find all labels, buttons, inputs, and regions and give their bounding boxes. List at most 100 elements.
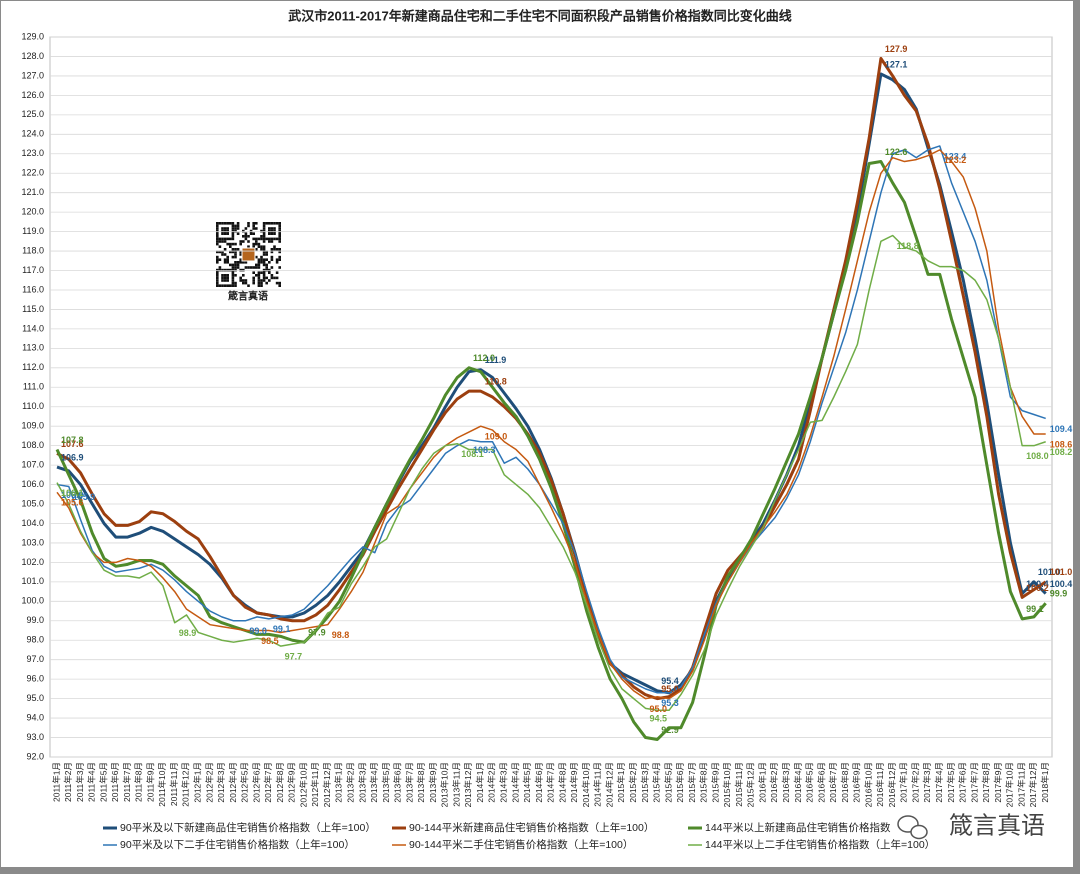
qr-cell	[231, 263, 235, 267]
legend-label: 144平米以上二手住宅销售价格指数（上年=100）	[705, 838, 935, 851]
y-tick-label: 104.0	[21, 518, 44, 528]
icon-bubble	[910, 824, 928, 840]
qr-cell	[273, 237, 276, 241]
y-tick-label: 106.0	[21, 479, 44, 489]
qr-cell	[226, 232, 229, 235]
x-tick-label: 2013年6月	[393, 762, 403, 803]
qr-cell	[218, 258, 222, 261]
x-tick-label: 2013年10月	[440, 762, 450, 807]
icon-bubble	[897, 815, 919, 833]
qr-cell	[229, 237, 232, 241]
qr-cell	[234, 227, 237, 230]
qr-cell	[247, 266, 250, 269]
qr-cell	[226, 222, 229, 225]
qr-cell	[257, 261, 261, 264]
data-label: 99.1	[1026, 604, 1044, 614]
x-tick-label: 2015年10月	[722, 762, 732, 807]
y-tick-label: 113.0	[22, 343, 44, 353]
x-tick-label: 2016年6月	[816, 762, 826, 803]
qr-cell	[216, 255, 219, 259]
qr-cell	[275, 237, 279, 241]
qr-cell	[255, 263, 258, 267]
qr-cell	[252, 245, 255, 248]
qr-cell	[249, 266, 253, 269]
x-tick-label: 2017年8月	[981, 762, 991, 803]
qr-cell	[229, 268, 232, 272]
qr-cell	[255, 240, 258, 243]
qr-cell	[278, 229, 281, 233]
x-tick-label: 2017年12月	[1028, 762, 1038, 807]
qr-cell	[257, 284, 261, 287]
qr-cell	[221, 274, 224, 277]
qr-cell	[270, 227, 274, 230]
qr-cell	[236, 232, 240, 235]
x-tick-label: 2016年10月	[863, 762, 873, 807]
qr-cell	[252, 281, 255, 285]
qr-cell	[236, 227, 240, 230]
qr-cell	[260, 255, 263, 259]
x-tick-label: 2011年6月	[110, 762, 120, 802]
y-tick-label: 124.0	[21, 129, 44, 139]
data-label: 108.6	[1050, 439, 1073, 449]
qr-cell	[218, 268, 222, 272]
qr-cell	[234, 248, 237, 251]
qr-cell	[278, 266, 281, 269]
y-tick-label: 97.0	[26, 654, 44, 664]
data-label: 101.0	[1050, 567, 1073, 577]
qr-cell	[226, 237, 229, 241]
y-tick-label: 123.0	[21, 148, 44, 158]
qr-cell	[234, 255, 237, 259]
qr-cell	[236, 222, 240, 225]
qr-cell	[234, 281, 237, 285]
qr-cell	[273, 276, 276, 280]
qr-cell	[278, 224, 281, 228]
qr-cell	[226, 284, 229, 287]
qr-cell	[226, 255, 229, 259]
qr-cell	[223, 222, 227, 225]
qr-cell	[260, 271, 263, 274]
y-tick-label: 109.0	[21, 421, 44, 431]
x-tick-label: 2017年1月	[899, 762, 909, 803]
qr-cell	[257, 271, 261, 274]
x-tick-label: 2014年9月	[569, 762, 579, 803]
qr-cell	[278, 232, 281, 235]
qr-cell	[218, 245, 222, 248]
data-label: 99.1	[273, 624, 291, 634]
qr-cell	[273, 248, 276, 251]
y-tick-label: 95.0	[26, 693, 44, 703]
qr-cell	[236, 248, 240, 251]
qr-cell	[278, 227, 281, 230]
qr-cell	[239, 253, 242, 256]
qr-cell	[221, 250, 224, 254]
qr-cell	[262, 248, 266, 251]
qr-cell	[234, 250, 237, 254]
qr-cell	[252, 227, 255, 230]
qr-cell	[223, 284, 227, 287]
qr-cell	[273, 222, 276, 225]
qr-cell	[231, 229, 235, 233]
x-tick-label: 2016年11月	[875, 762, 885, 807]
x-tick-label: 2016年4月	[793, 762, 803, 803]
qr-cell	[229, 242, 232, 246]
data-label: 98.9	[179, 628, 197, 638]
qr-cell	[260, 245, 263, 248]
x-tick-label: 2012年10月	[298, 762, 308, 807]
qr-cell	[262, 235, 266, 238]
qr-cell	[262, 268, 266, 272]
qr-cell	[221, 232, 224, 235]
qr-cell	[229, 284, 232, 287]
y-tick-label: 107.0	[21, 459, 44, 469]
x-tick-label: 2011年3月	[75, 762, 85, 802]
x-tick-label: 2011年11月	[169, 762, 179, 806]
x-tick-label: 2017年9月	[993, 762, 1003, 803]
qr-cell	[257, 279, 261, 282]
qr-cell	[268, 240, 271, 243]
y-tick-label: 105.0	[21, 498, 44, 508]
x-tick-label: 2016年3月	[781, 762, 791, 803]
qr-cell	[255, 248, 258, 251]
qr-cell	[275, 258, 279, 261]
qr-cell	[221, 237, 224, 241]
data-label: 127.1	[885, 59, 908, 69]
y-tick-label: 101.0	[21, 576, 44, 586]
qr-cell	[239, 242, 242, 246]
